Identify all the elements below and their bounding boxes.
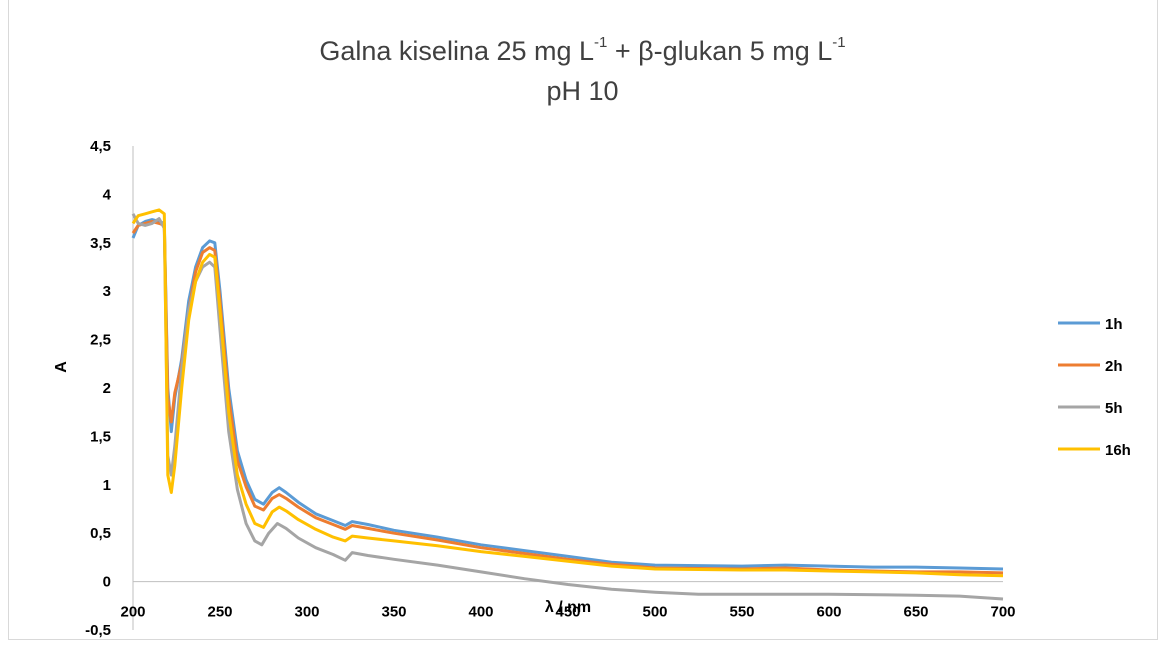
legend: 1h 2h 5h 16h	[1058, 316, 1131, 459]
x-tick-label: 300	[294, 604, 319, 621]
y-tick-label: 3,5	[90, 235, 111, 252]
y-tick-label: 0,5	[90, 525, 111, 542]
x-tick-label: 250	[207, 604, 232, 621]
chart-title-line2: pH 10	[546, 76, 619, 106]
title-superscript-2: -1	[832, 34, 846, 51]
legend-label-16h: 16h	[1105, 442, 1131, 459]
legend-label-1h: 1h	[1105, 316, 1123, 333]
y-tick-label: 4,5	[90, 138, 111, 155]
title-superscript-1: -1	[594, 34, 608, 51]
x-tick-label: 200	[120, 604, 145, 621]
legend-label-5h: 5h	[1105, 400, 1123, 417]
x-tick-label: 400	[468, 604, 493, 621]
y-tick-label: 0	[103, 574, 111, 591]
legend-label-2h: 2h	[1105, 358, 1123, 375]
x-axis-label: λ / nm	[545, 599, 591, 616]
y-tick-label: 2,5	[90, 332, 111, 349]
x-tick-labels: 200 250 300 350 400 450 500 550 600 650 700	[120, 604, 1015, 621]
x-tick-label: 700	[990, 604, 1015, 621]
series-line-16h	[131, 208, 1004, 578]
x-tick-label: 500	[642, 604, 667, 621]
title-prefix: Galna kiselina 25 mg L	[319, 36, 595, 66]
x-tick-label: 450	[555, 604, 580, 621]
y-tick-label: 4	[103, 186, 112, 203]
y-tick-label: 1,5	[90, 428, 111, 445]
x-tick-label: 550	[729, 604, 754, 621]
x-tick-label: 600	[816, 604, 841, 621]
y-tick-labels: -0,5 0 0,5 1 1,5 2 2,5 3 3,5 4 4,5	[85, 138, 112, 639]
x-tick-label: 350	[381, 604, 406, 621]
chart-frame	[8, 0, 1158, 640]
y-tick-label: 1	[103, 477, 111, 494]
series-line-5h	[131, 213, 1004, 601]
y-tick-label: 3	[103, 283, 111, 300]
series-line-1h	[131, 218, 1004, 571]
x-tick-label: 650	[903, 604, 928, 621]
y-axis-label: A	[53, 361, 70, 373]
y-tick-label: 2	[103, 380, 111, 397]
series-line-2h	[131, 220, 1004, 575]
y-tick-label: -0,5	[85, 622, 111, 639]
title-middle: + β-glukan 5 mg L	[607, 36, 833, 66]
chart-title-line1: Galna kiselina 25 mg L-1 + β-glukan 5 mg…	[0, 34, 1165, 67]
series-layer	[131, 208, 1004, 601]
